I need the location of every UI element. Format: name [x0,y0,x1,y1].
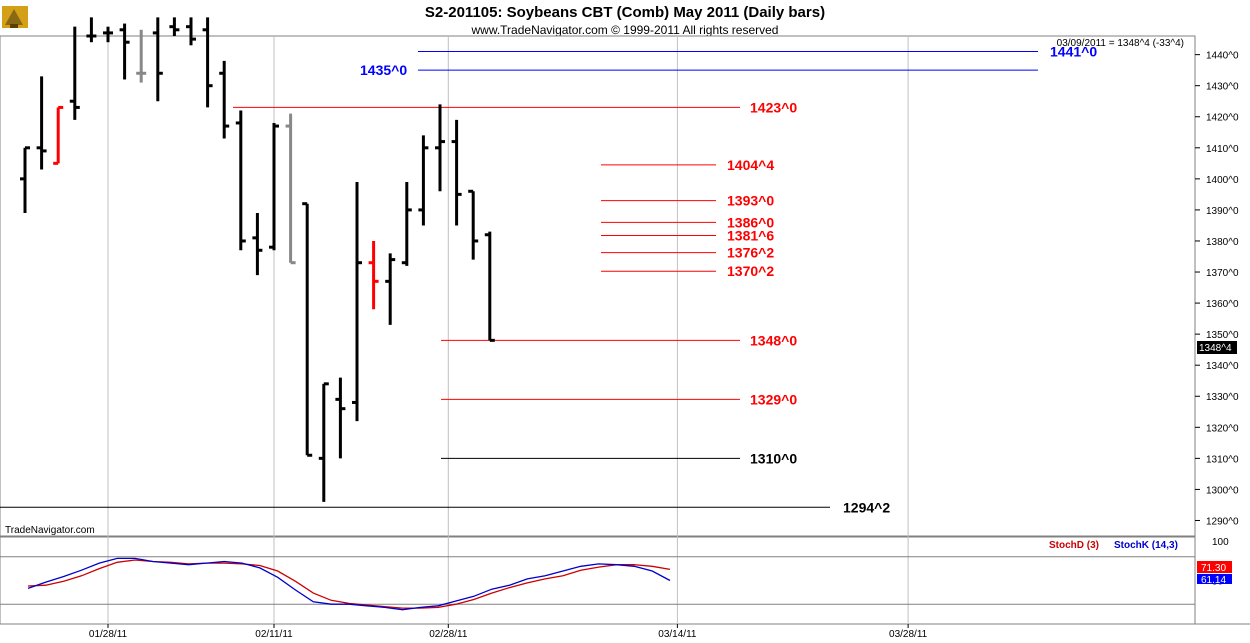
price-bar[interactable] [269,122,279,251]
price-bar[interactable] [352,181,362,422]
level-label: 1329^0 [750,391,797,407]
y-tick-label: 1380^0 [1206,237,1239,248]
y-tick-label: 1320^0 [1206,423,1239,434]
price-bar[interactable] [86,17,97,43]
price-bar[interactable] [103,26,113,43]
price-bar[interactable] [36,76,47,170]
price-bar[interactable] [69,26,80,120]
level-label: 1376^2 [727,245,774,261]
price-bar[interactable] [335,377,346,459]
price-bar[interactable] [484,231,495,342]
level-label: 1441^0 [1050,44,1097,60]
y-tick-label: 1420^0 [1206,113,1239,124]
price-bar[interactable] [285,113,296,265]
y-tick-label: 1410^0 [1206,144,1239,155]
watermark-text: TradeNavigator.com [5,525,95,536]
price-bar[interactable] [219,60,230,139]
price-bar[interactable] [385,253,396,325]
y-tick-label: 1400^0 [1206,175,1239,186]
x-tick-label: 03/14/11 [658,629,697,640]
price-bar[interactable] [368,240,379,310]
level-label: 1386^0 [727,214,774,230]
level-label: 1435^0 [360,62,407,78]
y-tick-label: 1360^0 [1206,299,1239,310]
y-tick-label: 1340^0 [1206,361,1239,372]
y-tick-label: 1440^0 [1206,51,1239,62]
level-label: 1310^0 [750,450,797,466]
level-label: 1294^2 [843,499,890,515]
last-price-tag-text: 1348^4 [1199,343,1232,354]
price-axis: 1290^0 1300^0 1310^0 1320^0 1330^0 1340^0 1350… [1195,51,1239,527]
price-bar[interactable] [418,135,429,226]
price-bar[interactable] [468,189,479,260]
price-bar[interactable] [235,110,246,251]
x-tick-label: 02/28/11 [429,629,468,640]
stochk-label: StochK (14,3) [1114,540,1178,551]
trade-navigator-logo-icon[interactable] [2,6,28,28]
x-tick-label: 01/28/11 [89,629,128,640]
price-bar[interactable] [435,104,445,192]
level-label: 1370^2 [727,263,774,279]
y-tick-label: 1300^0 [1206,485,1239,496]
price-bar[interactable] [119,23,130,80]
chart-title: S2-201105: Soybeans CBT (Comb) May 2011 … [425,4,825,21]
last-price-tag: 1348^4 [1197,341,1237,354]
price-bar[interactable] [136,29,147,83]
price-bar[interactable] [451,119,462,226]
y-tick-label: 1370^0 [1206,268,1239,279]
stochd-line[interactable] [27,559,671,609]
y-tick-label: 1290^0 [1206,516,1239,527]
x-tick-label: 02/11/11 [255,629,293,640]
y-tick-label: 1390^0 [1206,206,1239,217]
stochastic-indicator: 10050 [0,537,1229,611]
x-tick-label: 03/28/11 [889,629,928,640]
price-bar[interactable] [302,202,313,457]
stochd-label: StochD (3) [1049,540,1099,551]
level-label: 1404^4 [727,157,774,173]
horizontal-levels: 1441^0 1435^0 1423^0 1404^4 1393^0 1386^01381… [0,44,1097,515]
chart-subtitle: www.TradeNavigator.com © 1999-2011 All r… [471,23,779,37]
stochk-value-tag: 61.14 [1201,575,1226,586]
level-label: 1381^6 [727,228,774,244]
time-axis: 01/28/11 02/11/11 02/28/11 03/14/11 03/28/11 [89,624,928,640]
level-label: 1348^0 [750,332,797,348]
level-label: 1423^0 [750,99,797,115]
price-bar[interactable] [20,146,30,214]
price-bar[interactable] [401,181,412,266]
price-bars [20,17,495,502]
price-bar[interactable] [318,382,329,502]
stochd-value-tag: 71.30 [1201,563,1226,574]
y-tick-label: 1430^0 [1206,82,1239,93]
stochk-line[interactable] [27,557,671,611]
price-bar[interactable] [202,17,213,108]
y-tick-label: 1330^0 [1206,392,1239,403]
last-bar-info: 03/09/2011 = 1348^4 (-33^4) [1057,38,1184,49]
price-bar[interactable] [252,213,263,276]
level-label: 1393^0 [727,193,774,209]
y-tick-label: 1310^0 [1206,454,1239,465]
stochastic-tick-label: 100 [1212,537,1229,548]
price-bar[interactable] [186,17,196,46]
y-tick-label: 1350^0 [1206,330,1239,341]
stochastic-value-tags: 61.14 71.30 [1197,561,1232,586]
price-bar[interactable] [169,17,180,36]
price-bar[interactable] [152,17,163,102]
price-bar[interactable] [53,105,64,165]
